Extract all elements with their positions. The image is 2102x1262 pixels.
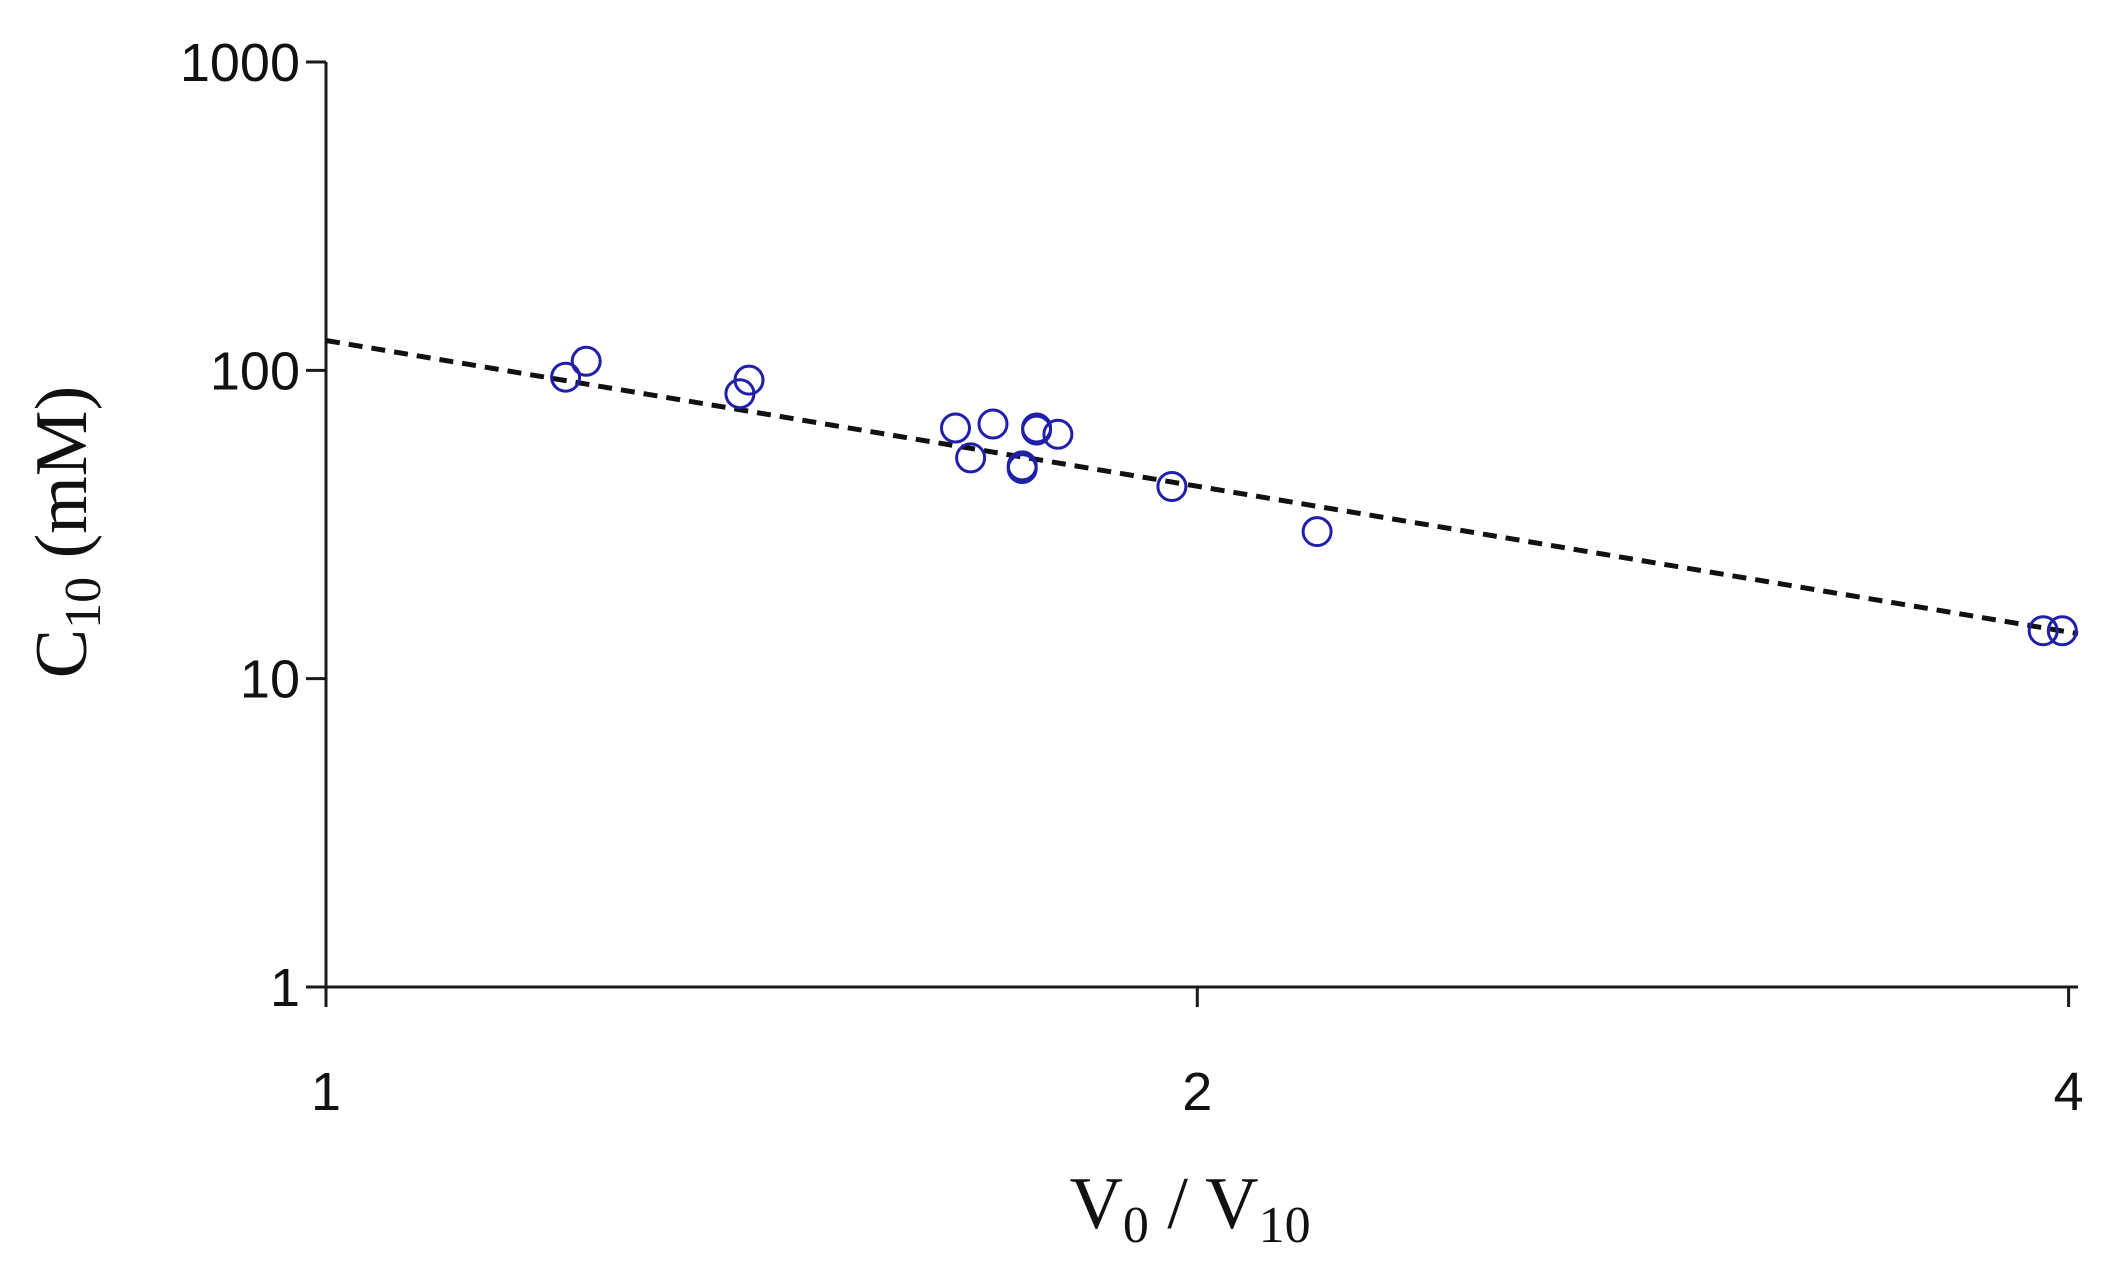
y-axis: 1 10 100 1000	[180, 33, 328, 1018]
y-axis-title: C10 (mM)	[21, 386, 112, 679]
x-ticks: 1 2 4	[311, 987, 2084, 1122]
data-point	[1021, 412, 1053, 444]
y-ticks: 1 10 100 1000	[180, 33, 326, 1018]
x-tick-label: 4	[2054, 1062, 2084, 1122]
data-point	[1301, 516, 1333, 548]
trendline	[325, 338, 2079, 637]
x-tick-label: 2	[1182, 1062, 1212, 1122]
data-point	[940, 412, 971, 444]
data-point	[2046, 615, 2078, 647]
data-point	[570, 345, 602, 377]
data-point	[1042, 418, 1074, 450]
data-point	[1006, 450, 1038, 482]
x-axis-title: V0 / V10	[1069, 1163, 1310, 1254]
data-point	[977, 408, 1009, 440]
data-point	[550, 361, 582, 393]
x-tick-label: 1	[311, 1062, 341, 1122]
y-tick-label: 1	[270, 958, 300, 1018]
data-point	[733, 364, 765, 396]
data-points	[550, 345, 2078, 647]
data-point	[955, 442, 987, 474]
data-point	[1156, 471, 1188, 502]
y-tick-label: 1000	[180, 33, 300, 93]
y-tick-label: 100	[210, 341, 300, 401]
y-tick-label: 10	[240, 650, 300, 710]
data-point	[2027, 615, 2059, 647]
x-axis: 1 2 4	[311, 985, 2084, 1122]
